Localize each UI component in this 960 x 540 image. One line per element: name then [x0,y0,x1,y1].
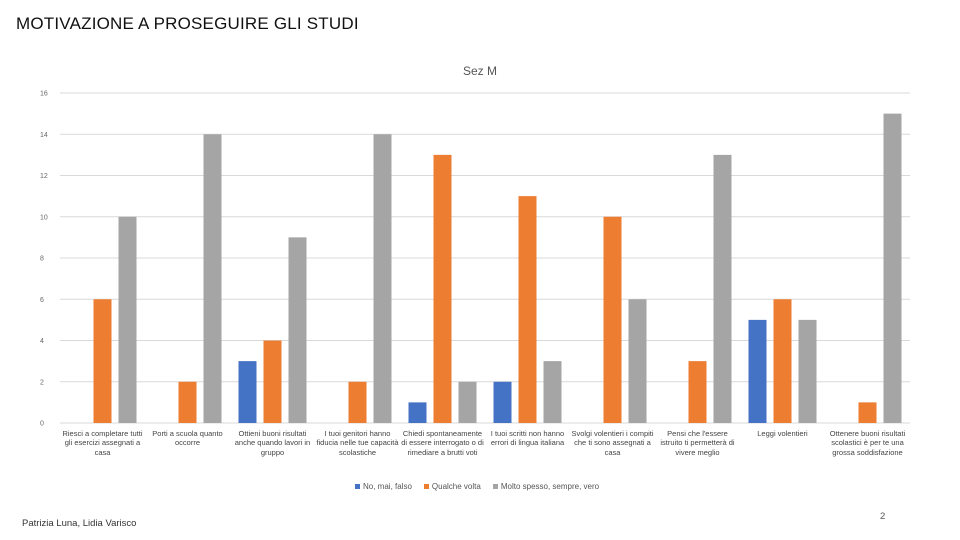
bar-series-2-cat-0 [118,216,137,423]
y-tick-label: 0 [40,421,44,428]
bar-series-2-cat-6 [628,299,647,423]
y-tick-label: 8 [40,256,44,263]
bar-series-1-cat-0 [93,299,112,423]
bar-series-2-cat-5 [543,361,562,423]
bar-series-1-cat-7 [688,361,707,423]
y-tick-label: 2 [40,379,44,386]
category-label: Ottenere buoni risultati scolastici è pe… [829,429,906,457]
bar-series-0-cat-8 [748,319,767,423]
category-label: I tuoi scritti non hanno errori di lingu… [490,429,565,448]
bar-series-0-cat-2 [238,361,257,423]
category-label: Leggi volentieri [757,429,808,438]
bar-series-2-cat-7 [713,154,732,423]
bar-series-1-cat-6 [603,216,622,423]
legend-swatch-qualche [423,484,429,489]
category-label: Porti a scuola quanto occorre [152,429,223,448]
bar-series-1-cat-5 [518,196,537,423]
chart-legend: No, mai, falso Qualche volta Molto spess… [355,482,599,491]
bar-series-2-cat-8 [798,319,817,423]
category-label: Svolgi volentieri i compiti che ti sono … [571,429,654,457]
y-tick-label: 4 [40,338,44,345]
y-tick-label: 6 [40,297,44,304]
legend-label-no: No, mai, falso [363,482,412,491]
category-label: Chiedi spontaneamente di essere interrog… [401,429,484,457]
bar-series-2-cat-9 [883,113,902,423]
bar-series-0-cat-4 [408,402,427,423]
y-tick-label: 16 [40,91,48,98]
slide-title: MOTIVAZIONE A PROSEGUIRE GLI STUDI [16,14,359,33]
bar-series-2-cat-4 [458,381,477,423]
legend-swatch-no [355,484,360,489]
bar-series-1-cat-9 [858,402,877,423]
bar-series-0-cat-5 [493,381,512,423]
legend-swatch-molto [492,484,498,489]
y-tick-label: 12 [40,173,48,180]
footer-authors: Patrizia Luna, Lidia Varisco [22,518,137,529]
bar-series-2-cat-3 [373,134,392,423]
legend-item-qualche: Qualche volta [423,482,481,491]
bar-series-1-cat-4 [433,154,452,423]
bar-series-1-cat-8 [773,299,792,423]
legend-item-molto: Molto spesso, sempre, vero [492,482,600,491]
category-label: I tuoi genitori hanno fiducia nelle tue … [316,429,399,457]
category-label: Pensi che l'essere istruito ti permetter… [660,429,735,457]
legend-label-qualche: Qualche volta [431,482,481,491]
bar-series-1-cat-2 [263,340,282,423]
bar-series-2-cat-2 [288,237,307,423]
page-number: 2 [880,511,886,522]
category-label: Riesci a completare tutti gli esercizi a… [62,429,143,457]
bar-series-1-cat-1 [178,381,197,423]
y-tick-label: 14 [40,132,48,139]
y-tick-label: 10 [40,214,48,221]
category-label: Ottieni buoni risultati anche quando lav… [234,429,311,457]
bar-series-2-cat-1 [203,134,222,423]
bar-series-1-cat-3 [348,381,367,423]
legend-item-no: No, mai, falso [355,482,412,491]
chart-title: Sez M [462,64,497,78]
legend-label-molto: Molto spesso, sempre, vero [500,482,600,491]
